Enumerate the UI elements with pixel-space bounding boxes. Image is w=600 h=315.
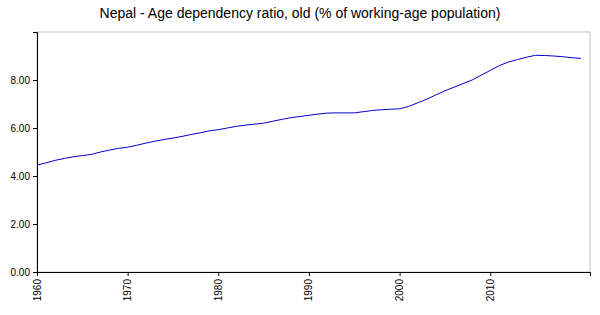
y-tick-label: 0.00	[11, 267, 31, 278]
y-tick: 0.00	[11, 267, 37, 278]
x-tick-mark	[218, 272, 219, 276]
y-axis: 0.00 2.00 4.00 6.00 8.00	[11, 33, 38, 278]
x-tick-mark	[37, 272, 38, 276]
x-tick-mark	[128, 272, 129, 276]
y-tick-label: 6.00	[11, 123, 31, 134]
y-tick-label: 2.00	[11, 219, 31, 230]
marks	[37, 55, 581, 165]
y-tick-label: 8.00	[11, 75, 31, 86]
y-tick-mark	[33, 272, 37, 273]
x-tick-label: 1970	[122, 279, 133, 302]
x-tick: 1960	[32, 272, 43, 301]
y-tick: 2.00	[11, 219, 37, 230]
x-tick: 1970	[122, 272, 133, 301]
y-tick-mark	[33, 80, 37, 81]
y-tick: 8.00	[11, 75, 37, 86]
y-tick-mark	[33, 176, 37, 177]
chart: Nepal - Age dependency ratio, old (% of …	[0, 0, 600, 315]
title: Nepal - Age dependency ratio, old (% of …	[100, 5, 501, 21]
y-tick-mark	[33, 224, 37, 225]
x-tick-mark	[400, 272, 401, 276]
x-tick-label: 1960	[32, 279, 43, 302]
x-tick: 2000	[394, 272, 405, 301]
x-tick: 1980	[213, 272, 224, 301]
x-tick-mark	[309, 272, 310, 276]
y-tick-label: 4.00	[11, 171, 31, 182]
x-tick-label: 2000	[394, 279, 405, 302]
plot: 0.00 2.00 4.00 6.00 8.00 1960 1970 1980 1990 2000…	[11, 32, 591, 301]
x-tick-label: 1980	[213, 279, 224, 302]
x-axis: 1960 1970 1980 1990 2000 2010	[32, 272, 591, 301]
x-tick-label: 1990	[303, 279, 314, 302]
y-axis-line	[33, 33, 38, 273]
x-tick-label: 2010	[485, 279, 496, 302]
x-tick-mark	[490, 272, 491, 276]
x-tick: 1990	[303, 272, 314, 301]
x-axis-line	[38, 273, 591, 277]
x-tick: 2010	[485, 272, 496, 301]
plot-frame	[37, 32, 590, 272]
y-tick: 6.00	[11, 123, 37, 134]
data-line	[37, 55, 581, 165]
y-tick-mark	[33, 128, 37, 129]
y-tick: 4.00	[11, 171, 37, 182]
